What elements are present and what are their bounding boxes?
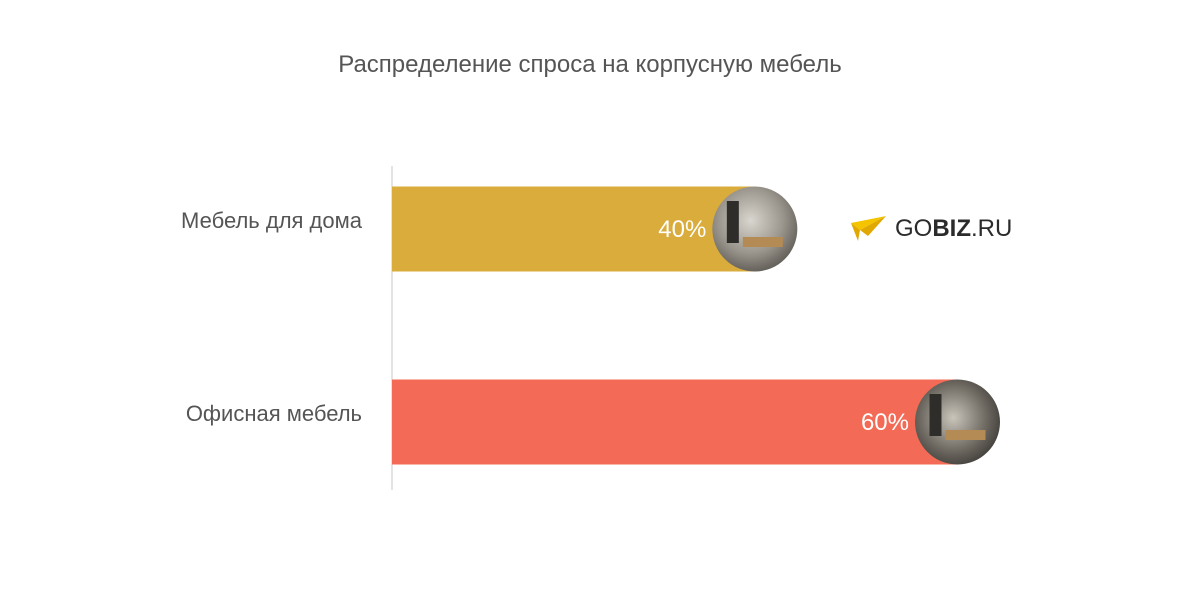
chart-title: Распределение спроса на корпусную мебель: [338, 51, 842, 78]
bar-2-value-label: 60%: [861, 409, 909, 436]
bar-2-image-shelf: [929, 394, 942, 436]
gobiz-logo: GOBIZ.RU: [851, 215, 1012, 242]
bar-1-image-cap: [712, 186, 798, 272]
bars-group: 40% Мебель для дома 60% Офисная мебель: [181, 186, 1000, 465]
bar-2-image-desk: [945, 430, 986, 440]
logo-text: GOBIZ.RU: [895, 215, 1012, 242]
bar-1: [392, 186, 755, 272]
bar-1-image-desk: [742, 237, 783, 247]
bar-1-value-label: 40%: [658, 216, 706, 243]
category-label-2: Офисная мебель: [186, 401, 362, 426]
paper-plane-icon: [851, 216, 886, 241]
category-label-1: Мебель для дома: [181, 208, 363, 233]
bar-1-image-shelf: [726, 201, 739, 243]
bar-2: [392, 379, 958, 465]
bar-2-image-cap: [915, 379, 1000, 465]
